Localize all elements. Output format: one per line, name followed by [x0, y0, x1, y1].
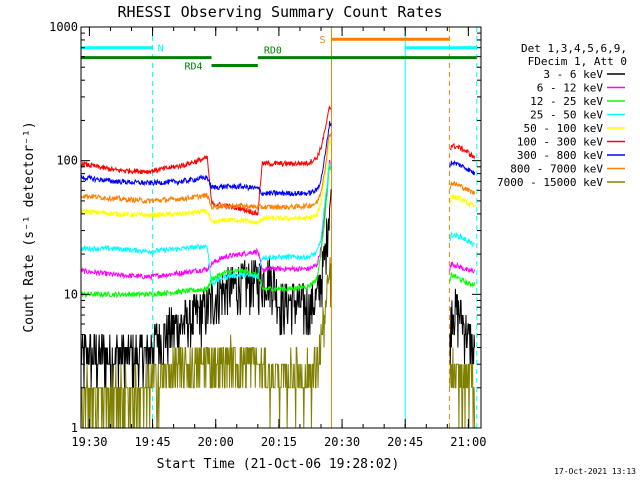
x-tick-label: 20:00 — [198, 435, 234, 449]
series-line-3-6-kev — [81, 189, 476, 389]
annotation-label-rd0: RD0 — [264, 46, 282, 57]
y-tick-label: 1 — [71, 421, 78, 435]
series-line-100-300-kev — [81, 105, 476, 216]
legend-header-line: FDecim 1, Att 0 — [528, 55, 627, 68]
legend-entry-label: 12 - 25 keV — [530, 95, 603, 108]
legend-header-line: Det 1,3,4,5,6,9, — [521, 42, 627, 55]
series-line-7000-15000-kev — [81, 257, 476, 428]
legend-entry-label: 50 - 100 keV — [524, 122, 604, 135]
legend-entry-label: 100 - 300 keV — [517, 136, 603, 149]
x-tick-label: 21:00 — [450, 435, 486, 449]
y-tick-label: 10 — [64, 287, 78, 301]
series-line-6-12-kev — [81, 159, 476, 281]
series-line-25-50-kev — [81, 162, 475, 286]
plot-inner — [81, 27, 478, 428]
legend-entry-label: 25 - 50 keV — [530, 109, 603, 122]
x-tick-label: 20:30 — [324, 435, 360, 449]
y-axis-label: Count Rate (s⁻¹ detector⁻¹) — [22, 121, 37, 332]
chart-title: RHESSI Observing Summary Count Rates — [117, 3, 442, 21]
annotation-label-s: S — [320, 35, 326, 46]
plot-area: N S RD4 RD0 — [81, 27, 478, 428]
y-tick-label: 1000 — [49, 20, 78, 34]
series-line-12-25-kev — [81, 165, 476, 299]
legend: Det 1,3,4,5,6,9,FDecim 1, Att 03 - 6 keV… — [497, 42, 627, 189]
annotation-label-n: N — [158, 44, 164, 55]
legend-entry-label: 3 - 6 keV — [543, 68, 603, 81]
series-line-50-100-kev — [81, 140, 476, 226]
y-tick-label: 100 — [56, 154, 78, 168]
axes: 19:30 19:45 20:00 20:15 20:30 20:45 21:00 1 10 10… — [49, 20, 486, 449]
annotation-label-rd4: RD4 — [185, 62, 203, 73]
legend-entry-label: 800 - 7000 keV — [510, 163, 603, 176]
legend-entry-label: 6 - 12 keV — [537, 82, 604, 95]
x-tick-label: 19:45 — [135, 435, 171, 449]
plot-frame — [80, 26, 482, 429]
x-tick-label: 19:30 — [71, 435, 107, 449]
x-tick-label: 20:15 — [261, 435, 297, 449]
legend-entry-label: 7000 - 15000 keV — [497, 176, 603, 189]
legend-entry-label: 300 - 800 keV — [517, 149, 603, 162]
series-line-800-7000-kev — [81, 133, 476, 211]
x-axis-label: Start Time (21-Oct-06 19:28:02) — [157, 457, 400, 472]
x-tick-label: 20:45 — [387, 435, 423, 449]
footer-timestamp: 17-Oct-2021 13:13 — [554, 467, 636, 476]
series-line-300-800-kev — [81, 121, 476, 198]
